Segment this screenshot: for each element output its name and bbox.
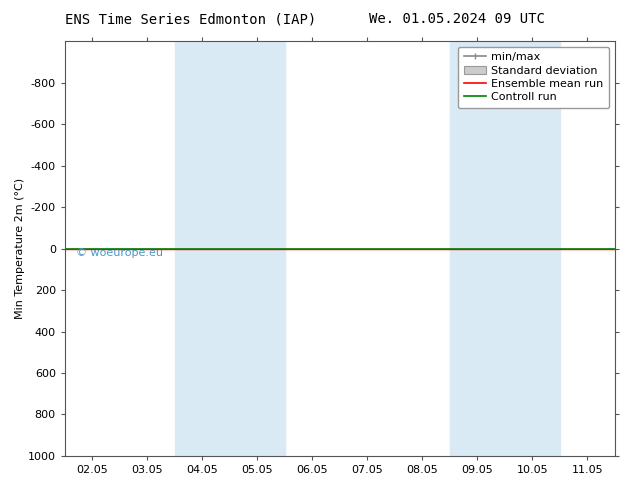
Legend: min/max, Standard deviation, Ensemble mean run, Controll run: min/max, Standard deviation, Ensemble me…	[458, 47, 609, 108]
Text: ENS Time Series Edmonton (IAP): ENS Time Series Edmonton (IAP)	[65, 12, 316, 26]
Bar	[450, 41, 560, 456]
Y-axis label: Min Temperature 2m (°C): Min Temperature 2m (°C)	[15, 178, 25, 319]
Text: © woeurope.eu: © woeurope.eu	[76, 248, 163, 258]
Bar	[175, 41, 285, 456]
Text: We. 01.05.2024 09 UTC: We. 01.05.2024 09 UTC	[368, 12, 545, 26]
